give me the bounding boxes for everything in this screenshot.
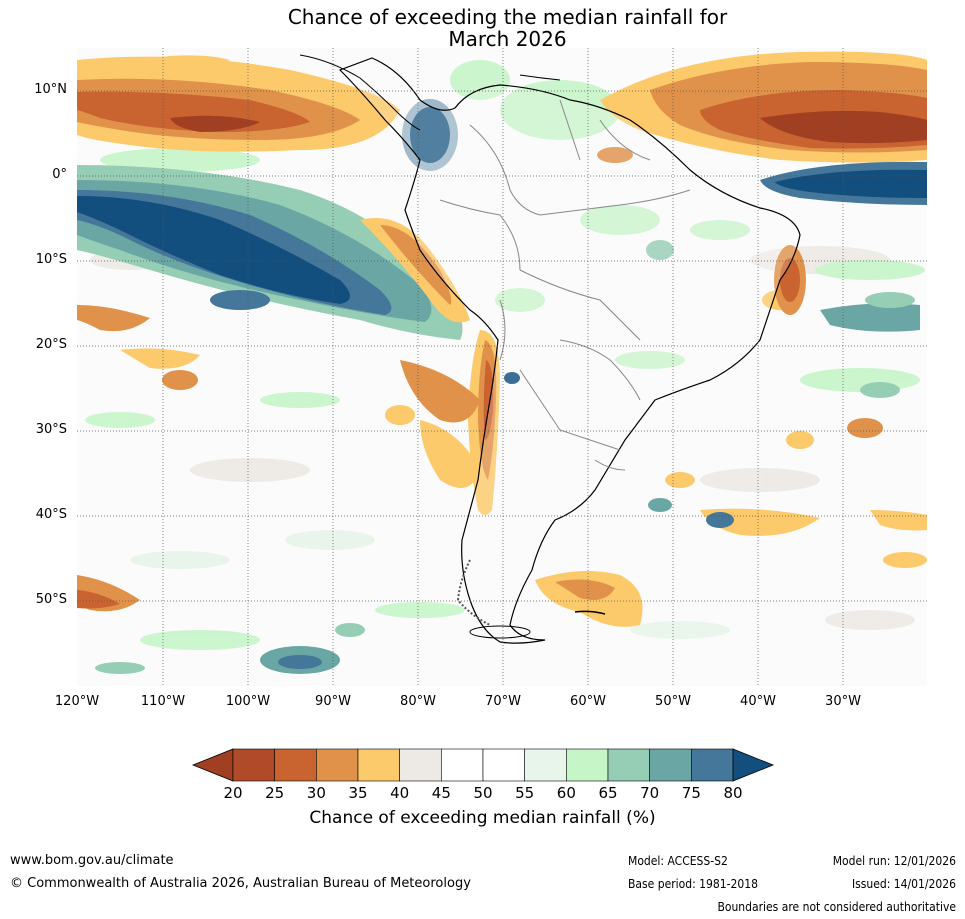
lon-label-100w: 100°W — [225, 694, 271, 709]
lon-label-80w: 80°W — [400, 694, 436, 709]
colorbar-cell — [649, 748, 692, 782]
pacific-wet-anomaly — [77, 99, 463, 340]
footer-issued: Issued: 14/01/2026 — [851, 877, 956, 891]
map-field — [77, 48, 927, 686]
colorbar-high-arrow — [732, 748, 775, 782]
colorbar-cell — [274, 748, 317, 782]
north-pacific-dry-anomaly — [77, 55, 400, 152]
lon-label-120w: 120°W — [54, 694, 100, 709]
colorbar-tick-label: 50 — [473, 784, 493, 802]
footer-disclaimer: Boundaries are not considered authoritat… — [717, 900, 956, 914]
lat-label-0: 0° — [52, 167, 67, 182]
atlantic-dry-anomaly — [597, 51, 927, 163]
scattered-dry-anomalies — [77, 245, 927, 627]
atlantic-wet-anomaly — [760, 161, 927, 332]
lon-label-30w: 30°W — [825, 694, 861, 709]
lat-label-30s: 30°S — [35, 422, 67, 437]
lat-label-10n: 10°N — [34, 82, 67, 97]
colorbar-low-arrow — [191, 748, 234, 782]
chart-title-line2: March 2026 — [448, 27, 567, 51]
colorbar-tick-label: 80 — [723, 784, 743, 802]
colorbar-cell — [399, 748, 442, 782]
colorbar-title: Chance of exceeding median rainfall (%) — [309, 808, 656, 828]
footer-copyright: © Commonwealth of Australia 2026, Austra… — [10, 876, 471, 891]
colorbar-cell — [357, 748, 400, 782]
country-borders — [439, 99, 691, 471]
colorbar-tick-label: 65 — [598, 784, 618, 802]
colorbar-cell — [232, 748, 275, 782]
lat-label-50s: 50°S — [35, 592, 67, 607]
colorbar-tick-label: 60 — [556, 784, 576, 802]
south-america-landmass — [299, 54, 801, 644]
footer-url[interactable]: www.bom.gov.au/climate — [10, 853, 174, 868]
footer-model-run: Model run: 12/01/2026 — [832, 854, 956, 868]
colorbar-tick-label: 40 — [390, 784, 410, 802]
colorbar-tick-label: 30 — [306, 784, 326, 802]
colorbar-cell — [316, 748, 359, 782]
colorbar-cell — [524, 748, 567, 782]
lon-label-60w: 60°W — [570, 694, 606, 709]
colorbar-tick-label: 55 — [515, 784, 535, 802]
lat-label-20s: 20°S — [35, 337, 67, 352]
footer-base-period: Base period: 1981-2018 — [628, 877, 759, 891]
colorbar-tick-label: 45 — [431, 784, 451, 802]
background-speckle — [85, 60, 925, 650]
colorbar-cell — [482, 748, 525, 782]
colorbar-cell — [691, 748, 734, 782]
lat-label-40s: 40°S — [35, 507, 67, 522]
lon-label-90w: 90°W — [315, 694, 351, 709]
colorbar-tick-label: 70 — [640, 784, 660, 802]
footer-model: Model: ACCESS-S2 — [628, 854, 728, 868]
colorbar-cell — [607, 748, 650, 782]
lon-label-70w: 70°W — [485, 694, 521, 709]
colorbar-tick-label: 20 — [223, 784, 243, 802]
lon-label-110w: 110°W — [140, 694, 186, 709]
chile-dry-anomaly — [360, 218, 500, 515]
colorbar-tick-label: 25 — [265, 784, 285, 802]
colorbar — [191, 748, 775, 782]
colorbar-cell — [566, 748, 609, 782]
scattered-wet-anomalies — [95, 240, 915, 674]
colorbar-tick-label: 75 — [681, 784, 701, 802]
colorbar-tick-label: 35 — [348, 784, 368, 802]
lat-label-10s: 10°S — [35, 252, 67, 267]
colorbar-cell — [441, 748, 484, 782]
lon-label-50w: 50°W — [655, 694, 691, 709]
lon-label-40w: 40°W — [740, 694, 776, 709]
graticule — [77, 48, 927, 686]
chart-title-line1: Chance of exceeding the median rainfall … — [287, 5, 728, 29]
